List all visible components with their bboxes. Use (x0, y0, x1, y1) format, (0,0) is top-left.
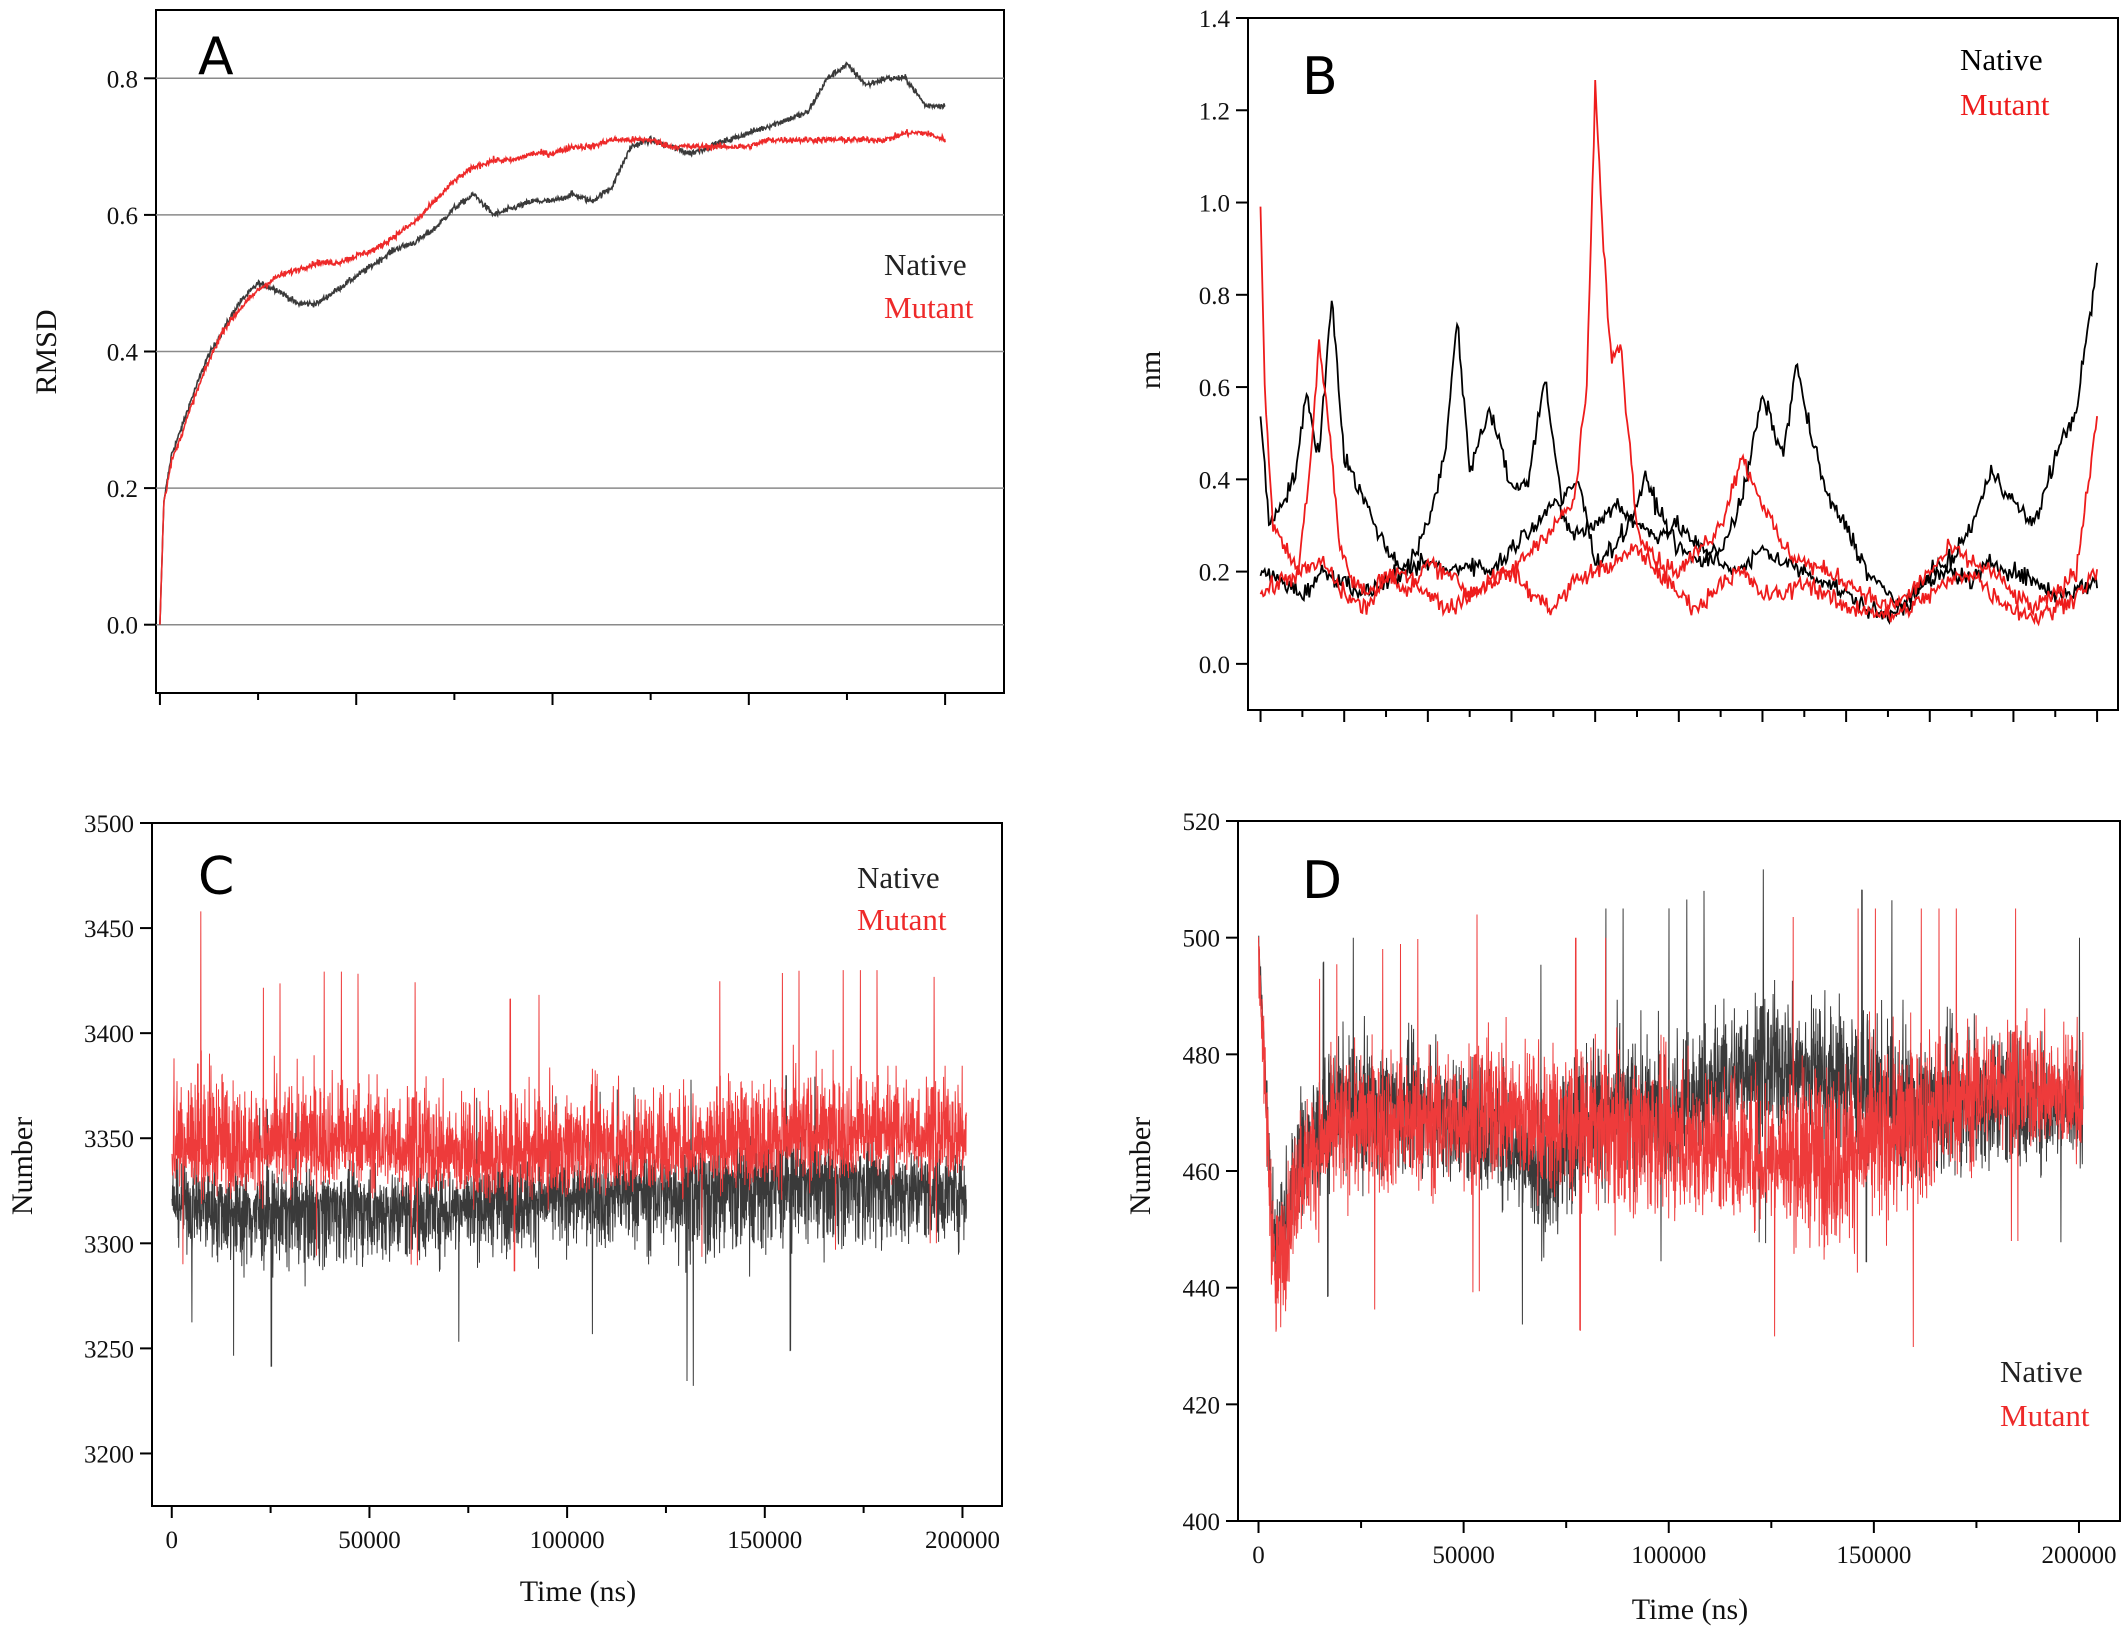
panel-c-x-tick-label: 200000 (925, 1527, 1000, 1554)
panel-c-y-ticks: 3200 3250 3300 3350 3400 3450 3500 (84, 811, 152, 1468)
panel-c-x-tick-label: 100000 (530, 1527, 605, 1554)
panel-d-y-tick-label: 460 (1183, 1159, 1221, 1186)
panel-d-letter: D (1302, 851, 1342, 911)
panel-c-series-mutant (171, 911, 967, 1272)
panel-d-y-tick-label: 400 (1183, 1509, 1221, 1536)
panel-b-legend-native: Native (1960, 42, 2043, 77)
panel-a-series-mutant (159, 129, 946, 625)
panel-c-y-tick-label: 3200 (84, 1441, 134, 1468)
panel-d-y-tick-label: 480 (1183, 1042, 1221, 1069)
panel-b-legend-mutant: Mutant (1960, 87, 2050, 122)
panel-b-y-tick-label: 1.0 (1199, 191, 1230, 218)
panel-a-grid (156, 77, 1004, 626)
panel-c-y-tick-label: 3400 (84, 1021, 134, 1048)
panel-d-y-tick-label: 520 (1183, 809, 1221, 836)
panel-b: 0.0 0.2 0.4 0.6 0.8 1.0 1.2 1.4 B Native Mutant… (1134, 6, 2119, 722)
panel-d-y-axis-title: Number (1124, 1117, 1157, 1215)
panel-d-series-mutant (1258, 908, 2084, 1348)
panel-c-x-tick-label: 150000 (727, 1527, 802, 1554)
panel-c: 3200 3250 3300 3350 3400 3450 3500 0 50000 10000… (6, 811, 1003, 1608)
panel-c-letter: C (198, 847, 234, 907)
panel-c-y-tick-label: 3450 (84, 916, 134, 943)
panel-c-y-tick-label: 3350 (84, 1126, 134, 1153)
panel-a-x-ticks (158, 693, 947, 705)
panel-c-series (171, 911, 967, 1386)
panel-c-y-tick-label: 3500 (84, 811, 134, 838)
panel-b-y-axis-title: nm (1134, 351, 1167, 389)
panel-c-x-tick-label: 50000 (338, 1527, 401, 1554)
panel-b-series-mutant-replicate- (1259, 543, 2098, 627)
panel-d: 400 420 440 460 480 500 520 0 50000 100000 150000… (1124, 809, 2121, 1626)
panel-b-y-tick-label: 0.0 (1199, 652, 1230, 679)
panel-a-y-tick-label: 0.2 (107, 476, 138, 503)
panel-a-y-tick-label: 0.8 (107, 66, 138, 93)
panel-a-series-native (159, 61, 946, 625)
panel-d-x-tick-label: 150000 (1836, 1542, 1911, 1569)
panel-c-series-native (171, 1075, 967, 1386)
panel-a-y-axis-title: RMSD (30, 309, 63, 394)
panel-a-letter: A (198, 27, 234, 87)
panel-d-series (1258, 869, 2084, 1348)
panel-b-series (1259, 79, 2098, 627)
panel-c-y-axis-title: Number (6, 1117, 39, 1215)
panel-d-legend-native: Native (2000, 1354, 2083, 1389)
panel-a-y-tick-label: 0.0 (107, 613, 138, 640)
panel-a: 0.0 0.2 0.4 0.6 0.8 A Native Mutant RMSD (30, 9, 1005, 705)
panel-b-y-ticks: 0.0 0.2 0.4 0.6 0.8 1.0 1.2 1.4 (1199, 6, 1248, 679)
panel-b-y-tick-label: 1.2 (1199, 98, 1230, 125)
panel-b-frame (1247, 17, 2119, 711)
panel-d-x-tick-label: 50000 (1432, 1542, 1495, 1569)
panel-a-y-tick-label: 0.6 (107, 203, 138, 230)
panel-b-series-native (1259, 262, 2098, 616)
panel-d-legend-mutant: Mutant (2000, 1398, 2090, 1433)
panel-d-y-ticks: 400 420 440 460 480 500 520 (1183, 809, 1238, 1536)
panel-a-legend-mutant: Mutant (884, 290, 974, 325)
panel-c-x-ticks: 0 50000 100000 150000 200000 (166, 1506, 1000, 1554)
panel-d-y-tick-label: 500 (1183, 926, 1221, 953)
panel-b-y-tick-label: 0.8 (1199, 283, 1230, 310)
panel-a-series (159, 61, 946, 625)
panel-b-y-tick-label: 0.4 (1199, 467, 1231, 494)
panel-d-y-tick-label: 440 (1183, 1276, 1221, 1303)
panel-d-y-tick-label: 420 (1183, 1392, 1221, 1419)
panel-a-y-tick-label: 0.4 (107, 340, 139, 367)
panel-d-x-ticks: 0 50000 100000 150000 200000 (1252, 1521, 2116, 1569)
panel-d-x-axis-title: Time (ns) (1632, 1593, 1748, 1626)
panel-b-series-native-replicate- (1259, 497, 2098, 626)
panel-d-x-tick-label: 100000 (1631, 1542, 1706, 1569)
panel-d-x-tick-label: 200000 (2041, 1542, 2116, 1569)
panel-a-y-ticks: 0.0 0.2 0.4 0.6 0.8 (107, 66, 156, 640)
panel-a-legend-native: Native (884, 247, 967, 282)
panel-c-legend-mutant: Mutant (857, 902, 947, 937)
panel-c-y-tick-label: 3250 (84, 1336, 134, 1363)
panel-c-x-tick-label: 0 (166, 1527, 179, 1554)
panel-c-legend-native: Native (857, 860, 940, 895)
panel-b-y-tick-label: 0.6 (1199, 375, 1230, 402)
panel-b-series-mutant (1259, 79, 2098, 616)
panel-b-y-tick-label: 0.2 (1199, 560, 1230, 587)
panel-c-x-axis-title: Time (ns) (520, 1575, 636, 1608)
panel-c-y-tick-label: 3300 (84, 1231, 134, 1258)
panel-c-frame (151, 822, 1003, 1507)
panel-b-y-tick-label: 1.4 (1199, 6, 1231, 33)
panel-b-letter: B (1302, 47, 1338, 107)
panel-b-x-ticks (1259, 710, 2099, 722)
panel-d-x-tick-label: 0 (1252, 1542, 1265, 1569)
